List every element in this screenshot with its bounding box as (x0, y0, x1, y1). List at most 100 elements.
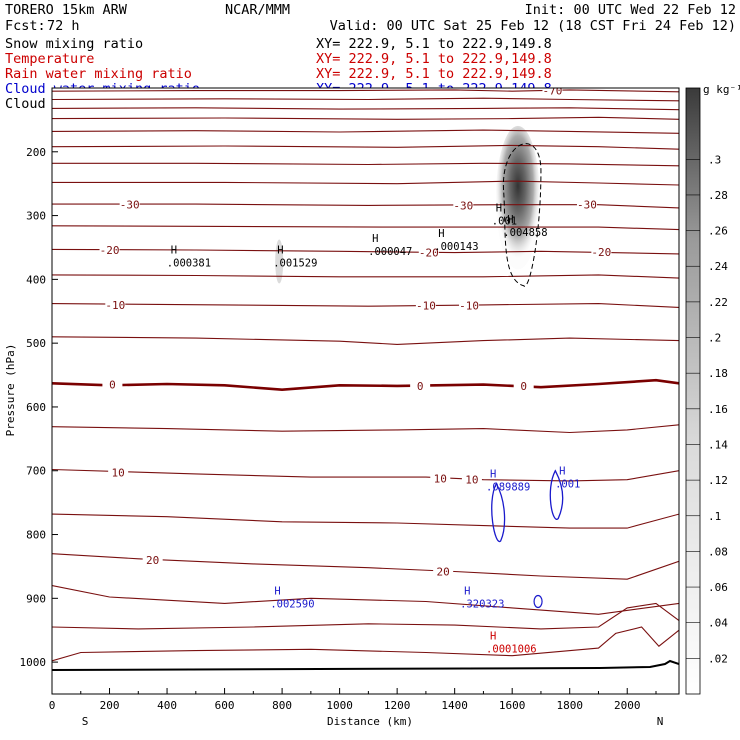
field-name: Snow mixing ratio (5, 36, 143, 52)
y-tick-label: 600 (26, 401, 46, 414)
colorbar-tick-label: .02 (708, 652, 728, 665)
isotherm-label-bg (415, 299, 436, 311)
isotherm-25 (52, 585, 679, 615)
fcst-label: Fcst: (5, 18, 46, 34)
field-xy: XY= 222.9, 5.1 to 222.9,149.8 (316, 36, 552, 52)
isotherm-label: -10 (105, 299, 125, 312)
isotherm-label: 0 (417, 380, 424, 393)
max-value-label: .002590 (270, 598, 314, 610)
isotherm-15 (52, 513, 679, 529)
isotherm--15 (52, 274, 679, 279)
isotherm-10 (52, 468, 679, 482)
max-value-label: .001 (492, 216, 517, 228)
x-tick-label: 2000 (614, 699, 641, 712)
model-title: TORERO 15km ARW (5, 2, 128, 18)
y-tick-label: 500 (26, 337, 46, 350)
terrain-line (52, 659, 679, 671)
isotherm-label-bg (430, 472, 451, 484)
cloud-water-contour (491, 482, 506, 542)
max-marker: H (438, 228, 444, 240)
axes: 0 200 400 600 800 1000 1200 1400 1600 1800 2000200… (20, 146, 657, 712)
isotherm-label-bg (102, 378, 123, 390)
x-tick-label: 0 (49, 699, 56, 712)
max-value-label: .001529 (273, 258, 317, 270)
isotherm-label: -20 (591, 246, 611, 259)
colorbar-tick-label: .18 (708, 367, 728, 380)
max-value-label: .001 (555, 478, 580, 490)
isotherm-label-bg (108, 466, 129, 478)
isotherm-0 (52, 378, 679, 392)
max-value-label: .000381 (167, 258, 211, 270)
colorbar-tick-label: .1 (708, 510, 721, 523)
isotherm-label: -20 (419, 247, 439, 260)
isotherm-label-bg (453, 199, 474, 211)
colorbar-tick-label: .26 (708, 225, 728, 238)
y-tick-label: 300 (26, 210, 46, 223)
x-tick-label: 1600 (499, 699, 526, 712)
max-marker: H (464, 585, 470, 597)
isotherm-label-bg (119, 198, 140, 210)
isotherm-label-bg (576, 198, 597, 210)
plot-frame (51, 87, 680, 695)
y-tick-label: 1000 (20, 656, 47, 669)
isotherm-label: -30 (453, 199, 473, 212)
isotherm--60 (52, 107, 679, 111)
colorbar (685, 87, 701, 695)
x-tick-label: 1800 (556, 699, 583, 712)
isotherm--50 (52, 129, 679, 134)
max-marker: H (496, 203, 502, 215)
x-tick-label: 600 (215, 699, 235, 712)
isotherm--45 (52, 144, 679, 150)
isotherm--20 (52, 248, 679, 255)
y-tick-label: 400 (26, 273, 46, 286)
max-marker: H (372, 233, 378, 245)
y-tick-label: 800 (26, 529, 46, 542)
right-endpoint-label: N (657, 715, 664, 728)
x-tick-label: 200 (100, 699, 120, 712)
colorbar-tick-label: .04 (708, 617, 728, 630)
y-tick-label: 700 (26, 465, 46, 478)
colorbar-tick-label: .14 (708, 438, 728, 451)
max-value-label: .004858 (503, 227, 547, 239)
annotations: -70 -30 -30 -30 -20 -20 -20 -10 -10 -10 0 0 0 10 10 10 2… (99, 85, 612, 656)
max-marker: H (277, 245, 283, 257)
org-label: NCAR/MMM (225, 2, 290, 18)
colorbar-tick-label: .22 (708, 296, 728, 309)
colorbar-tick-label: .06 (708, 581, 728, 594)
fcst-value: 72 h (47, 18, 80, 34)
isotherm-label: 10 (112, 467, 125, 480)
init-time: Init: 00 UTC Wed 22 Feb 12 (525, 2, 736, 18)
snow-contour (503, 143, 542, 287)
colorbar-tick-label: .2 (708, 332, 721, 345)
isotherm--5 (52, 336, 679, 345)
colorbar-tick-label: .08 (708, 545, 728, 558)
field-name: Rain water mixing ratio (5, 66, 192, 82)
x-tick-label: 1200 (384, 699, 411, 712)
max-value-label: .0001006 (486, 644, 537, 656)
isotherm-label: -30 (120, 199, 140, 212)
colorbar-tick-label: .28 (708, 189, 728, 202)
colorbar-tick-label: .24 (708, 260, 728, 273)
isotherm--70 (52, 89, 679, 93)
field-xy: XY= 222.9, 5.1 to 222.9,149.8 (316, 51, 552, 67)
isotherm-label: 10 (434, 472, 447, 485)
isotherm-35 (52, 626, 679, 662)
colorbar-tick-label: .3 (708, 153, 721, 166)
isotherm--65 (52, 97, 679, 102)
temperature-isotherms (52, 89, 679, 662)
field-name: Temperature (5, 51, 94, 67)
isotherm-label-bg (142, 554, 163, 566)
isotherm-label: 20 (146, 554, 159, 567)
isotherm--40 (52, 162, 679, 167)
isotherm-label: -70 (543, 85, 563, 98)
max-marker: H (507, 214, 513, 226)
isotherm--30 (52, 203, 679, 209)
max-value-label: .000047 (368, 246, 412, 258)
x-axis-title: Distance (km) (327, 715, 413, 728)
isotherm-label-bg (513, 379, 534, 391)
isotherm-label: 10 (465, 474, 478, 487)
valid-time: Valid: 00 UTC Sat 25 Feb 12 (18 CST Fri … (330, 18, 736, 34)
isotherm--55 (52, 116, 679, 120)
colorbar-unit: g kg⁻¹ (703, 83, 740, 96)
